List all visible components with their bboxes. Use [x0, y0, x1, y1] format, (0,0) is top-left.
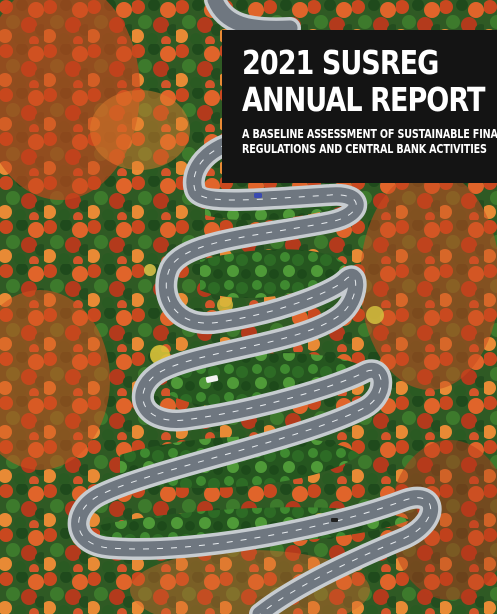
report-title-line-1: 2021 SUSREG	[242, 43, 439, 82]
report-subtitle-line-2: REGULATIONS AND CENTRAL BANK ACTIVITIES	[242, 141, 487, 156]
report-subtitle-line-1: A BASELINE ASSESSMENT OF SUSTAINABLE FIN…	[242, 127, 497, 141]
title-panel: 2021 SUSREG ANNUAL REPORT A BASELINE ASS…	[222, 30, 497, 183]
report-title-line-2: ANNUAL REPORT	[242, 80, 485, 119]
report-subtitle: A BASELINE ASSESSMENT OF SUSTAINABLE FIN…	[242, 127, 497, 156]
